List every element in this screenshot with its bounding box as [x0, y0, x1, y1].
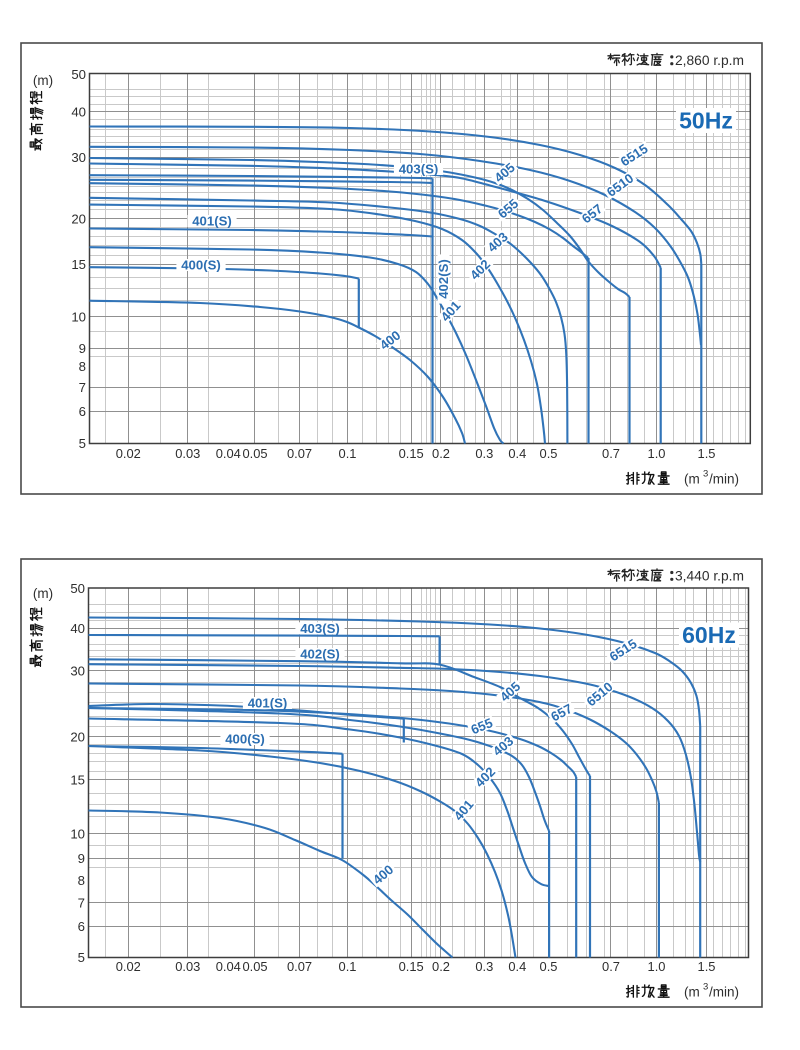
svg-text:0.04: 0.04 — [216, 446, 241, 461]
svg-text:0.4: 0.4 — [508, 446, 526, 461]
svg-text:15: 15 — [70, 772, 85, 787]
svg-text:0.03: 0.03 — [175, 446, 200, 461]
svg-text:400(S): 400(S) — [181, 258, 221, 273]
svg-text:0.05: 0.05 — [242, 446, 267, 461]
svg-text:20: 20 — [70, 729, 85, 744]
svg-text:1.0: 1.0 — [648, 446, 666, 461]
svg-text:0.05: 0.05 — [242, 959, 267, 974]
svg-text:40: 40 — [71, 104, 86, 119]
svg-text:40: 40 — [70, 621, 85, 636]
svg-text:0.07: 0.07 — [287, 959, 312, 974]
svg-text:0.04: 0.04 — [216, 959, 241, 974]
svg-text:8: 8 — [79, 359, 86, 374]
svg-text:0.15: 0.15 — [399, 446, 424, 461]
svg-text:9: 9 — [78, 851, 85, 866]
svg-text:10: 10 — [70, 826, 85, 841]
svg-text:0.3: 0.3 — [475, 446, 493, 461]
svg-text:0.4: 0.4 — [508, 959, 526, 974]
svg-text:0.5: 0.5 — [540, 446, 558, 461]
svg-text:0.1: 0.1 — [339, 446, 357, 461]
svg-text:400(S): 400(S) — [225, 732, 265, 747]
svg-text:5: 5 — [78, 950, 85, 965]
svg-text:3,440 r.p.m: 3,440 r.p.m — [675, 568, 744, 583]
svg-text:1.5: 1.5 — [698, 446, 716, 461]
svg-text:2,860 r.p.m: 2,860 r.p.m — [675, 53, 744, 68]
svg-text:0.7: 0.7 — [602, 959, 620, 974]
svg-text:3: 3 — [703, 982, 708, 993]
svg-text:15: 15 — [71, 257, 86, 272]
svg-text:10: 10 — [71, 309, 86, 324]
svg-text:0.03: 0.03 — [175, 959, 200, 974]
svg-text:(m): (m) — [33, 73, 53, 88]
svg-text:5: 5 — [79, 436, 86, 451]
svg-text:401(S): 401(S) — [248, 696, 288, 711]
svg-text:6: 6 — [79, 404, 86, 419]
svg-text:402(S): 402(S) — [300, 647, 340, 662]
svg-text:50: 50 — [70, 581, 85, 596]
svg-text:(m: (m — [684, 471, 700, 486]
svg-text:403(S): 403(S) — [300, 621, 340, 636]
svg-text:402(S): 402(S) — [436, 259, 451, 299]
svg-text:8: 8 — [78, 873, 85, 888]
svg-text:50Hz: 50Hz — [679, 108, 733, 134]
svg-text:0.7: 0.7 — [602, 446, 620, 461]
svg-text:30: 30 — [71, 150, 86, 165]
svg-text:1.5: 1.5 — [698, 959, 716, 974]
svg-text:(m): (m) — [33, 586, 53, 601]
svg-text:0.02: 0.02 — [116, 959, 141, 974]
svg-text:/min): /min) — [709, 471, 739, 486]
svg-text:403(S): 403(S) — [399, 162, 439, 177]
svg-text:30: 30 — [70, 663, 85, 678]
svg-text:0.15: 0.15 — [399, 959, 424, 974]
svg-text:3: 3 — [703, 469, 708, 480]
svg-text:60Hz: 60Hz — [682, 622, 736, 648]
svg-text:/min): /min) — [709, 984, 739, 999]
svg-text:0.02: 0.02 — [116, 446, 141, 461]
svg-text:0.2: 0.2 — [432, 959, 450, 974]
svg-text:0.5: 0.5 — [540, 959, 558, 974]
svg-text:0.07: 0.07 — [287, 446, 312, 461]
svg-text:50: 50 — [71, 67, 86, 82]
svg-text:401(S): 401(S) — [192, 214, 232, 229]
svg-text:0.3: 0.3 — [475, 959, 493, 974]
svg-text:7: 7 — [78, 895, 85, 910]
svg-text:20: 20 — [71, 212, 86, 227]
svg-text:0.1: 0.1 — [339, 959, 357, 974]
svg-text:(m: (m — [684, 984, 700, 999]
svg-text:6: 6 — [78, 919, 85, 934]
svg-text:0.2: 0.2 — [432, 446, 450, 461]
svg-text:1.0: 1.0 — [648, 959, 666, 974]
svg-text:9: 9 — [79, 341, 86, 356]
svg-text:7: 7 — [79, 380, 86, 395]
